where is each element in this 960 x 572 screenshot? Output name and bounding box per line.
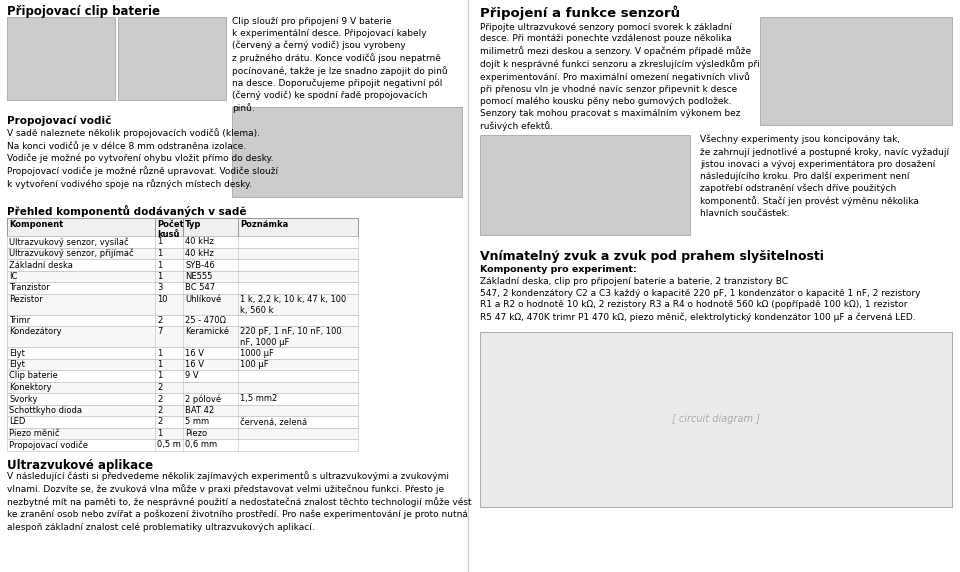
Text: červená, zelená: červená, zelená bbox=[240, 418, 307, 427]
Text: 1: 1 bbox=[157, 272, 162, 281]
Text: 0,5 m: 0,5 m bbox=[157, 440, 180, 450]
Text: SYB-46: SYB-46 bbox=[185, 260, 215, 269]
Bar bbox=[480, 135, 690, 235]
Text: V sadě naleznete několik propojovacích vodičů (klema).
Na konci vodičů je v délc: V sadě naleznete několik propojovacích v… bbox=[7, 128, 278, 189]
Bar bbox=[7, 259, 358, 271]
Bar bbox=[7, 326, 358, 347]
Text: Schottkyho dioda: Schottkyho dioda bbox=[9, 406, 82, 415]
Text: IC: IC bbox=[9, 272, 17, 281]
Bar bbox=[232, 107, 462, 197]
Bar bbox=[7, 271, 358, 282]
Bar bbox=[7, 393, 358, 404]
Text: 10: 10 bbox=[157, 295, 167, 304]
Text: Konektory: Konektory bbox=[9, 383, 52, 392]
Text: 1: 1 bbox=[157, 429, 162, 438]
Text: 1: 1 bbox=[157, 360, 162, 369]
Text: 1: 1 bbox=[157, 237, 162, 247]
Bar bbox=[7, 17, 115, 100]
Text: 1: 1 bbox=[157, 260, 162, 269]
Bar bbox=[480, 332, 952, 507]
Text: Všechny experimenty jsou koncipovány tak,
že zahrnují jednotlivé a postupné krok: Všechny experimenty jsou koncipovány tak… bbox=[700, 135, 949, 218]
Text: Kondezátory: Kondezátory bbox=[9, 328, 61, 336]
Text: 1: 1 bbox=[157, 348, 162, 358]
Text: [ circuit diagram ]: [ circuit diagram ] bbox=[672, 414, 760, 424]
Text: 40 kHz: 40 kHz bbox=[185, 249, 214, 258]
Bar bbox=[7, 347, 358, 359]
Text: Piezo: Piezo bbox=[185, 429, 207, 438]
Text: 100 μF: 100 μF bbox=[240, 360, 269, 369]
Bar bbox=[7, 439, 358, 451]
Bar bbox=[7, 382, 358, 393]
Text: 220 pF, 1 nF, 10 nF, 100
nF, 1000 μF: 220 pF, 1 nF, 10 nF, 100 nF, 1000 μF bbox=[240, 328, 342, 347]
Text: 16 V: 16 V bbox=[185, 348, 204, 358]
Text: Typ: Typ bbox=[185, 220, 202, 229]
Text: Piezo měnič: Piezo měnič bbox=[9, 429, 60, 438]
Text: Keramické: Keramické bbox=[185, 328, 229, 336]
Bar bbox=[118, 17, 226, 100]
Bar bbox=[7, 282, 358, 293]
Text: Propojovací vodič: Propojovací vodič bbox=[7, 115, 111, 125]
Bar bbox=[7, 236, 358, 248]
Text: Základní deska, clip pro připojení baterie a baterie, 2 tranzistory BC
547, 2 ko: Základní deska, clip pro připojení bater… bbox=[480, 277, 921, 321]
Bar bbox=[7, 370, 358, 382]
Bar bbox=[7, 404, 358, 416]
Text: Připojte ultrazvukové senzory pomocí svorek k základní
desce. Při montáži ponech: Připojte ultrazvukové senzory pomocí svo… bbox=[480, 22, 759, 131]
Text: Komponent: Komponent bbox=[9, 220, 63, 229]
Text: Přehled komponentů dodávaných v sadě: Přehled komponentů dodávaných v sadě bbox=[7, 205, 247, 217]
Text: LED: LED bbox=[9, 418, 25, 427]
Text: Clip baterie: Clip baterie bbox=[9, 371, 58, 380]
Bar bbox=[7, 416, 358, 427]
Text: 2: 2 bbox=[157, 395, 162, 403]
Text: 2 pólové: 2 pólové bbox=[185, 395, 221, 404]
Text: V následující části si předvedeme několik zajímavých experimentů s ultrazvukovým: V následující části si předvedeme několi… bbox=[7, 471, 471, 532]
Text: Elyt: Elyt bbox=[9, 348, 25, 358]
Text: 40 kHz: 40 kHz bbox=[185, 237, 214, 247]
Text: BAT 42: BAT 42 bbox=[185, 406, 214, 415]
Text: 0,6 mm: 0,6 mm bbox=[185, 440, 217, 450]
Text: 2: 2 bbox=[157, 418, 162, 427]
Text: Tranzistor: Tranzistor bbox=[9, 284, 50, 292]
Bar bbox=[7, 218, 358, 236]
Bar bbox=[7, 359, 358, 370]
Text: Připojení a funkce senzorů: Připojení a funkce senzorů bbox=[480, 5, 680, 19]
Text: 9 V: 9 V bbox=[185, 371, 199, 380]
Text: Svorky: Svorky bbox=[9, 395, 37, 403]
Text: Ultrazvukové aplikace: Ultrazvukové aplikace bbox=[7, 459, 154, 471]
Text: 7: 7 bbox=[157, 328, 162, 336]
Bar bbox=[7, 248, 358, 259]
Text: Vnímatelný zvuk a zvuk pod prahem slyšitelnosti: Vnímatelný zvuk a zvuk pod prahem slyšit… bbox=[480, 250, 824, 263]
Text: NE555: NE555 bbox=[185, 272, 212, 281]
Text: 2: 2 bbox=[157, 316, 162, 325]
Text: Rezistor: Rezistor bbox=[9, 295, 43, 304]
Bar bbox=[7, 293, 358, 315]
Text: 3: 3 bbox=[157, 284, 162, 292]
Text: 25 - 470Ω: 25 - 470Ω bbox=[185, 316, 226, 325]
Text: BC 547: BC 547 bbox=[185, 284, 215, 292]
Text: 2: 2 bbox=[157, 383, 162, 392]
Text: 1: 1 bbox=[157, 371, 162, 380]
Text: Ultrazvukový senzor, vysílač: Ultrazvukový senzor, vysílač bbox=[9, 237, 129, 247]
Text: Uhlíkové: Uhlíkové bbox=[185, 295, 221, 304]
Bar bbox=[7, 315, 358, 326]
Text: 1000 μF: 1000 μF bbox=[240, 348, 274, 358]
Text: 1,5 mm2: 1,5 mm2 bbox=[240, 395, 277, 403]
Text: Trimr: Trimr bbox=[9, 316, 31, 325]
Text: Elyt: Elyt bbox=[9, 360, 25, 369]
Text: 16 V: 16 V bbox=[185, 360, 204, 369]
Bar bbox=[7, 427, 358, 439]
Text: Komponenty pro experiment:: Komponenty pro experiment: bbox=[480, 265, 636, 274]
Text: Počet
kusů: Počet kusů bbox=[157, 220, 183, 240]
Text: 2: 2 bbox=[157, 406, 162, 415]
Text: Připojovací clip baterie: Připojovací clip baterie bbox=[7, 5, 160, 18]
Text: 5 mm: 5 mm bbox=[185, 418, 209, 427]
Text: Základní deska: Základní deska bbox=[9, 260, 73, 269]
Text: Ultrazvukový senzor, přijímač: Ultrazvukový senzor, přijímač bbox=[9, 249, 133, 259]
Text: Clip slouží pro připojení 9 V baterie
k experimentální desce. Připojovací kabely: Clip slouží pro připojení 9 V baterie k … bbox=[232, 17, 447, 113]
Text: Propojovací vodiče: Propojovací vodiče bbox=[9, 440, 88, 450]
Text: Poznámka: Poznámka bbox=[240, 220, 288, 229]
Text: 1 k, 2,2 k, 10 k, 47 k, 100
k, 560 k: 1 k, 2,2 k, 10 k, 47 k, 100 k, 560 k bbox=[240, 295, 347, 315]
Bar bbox=[760, 17, 952, 125]
Text: 1: 1 bbox=[157, 249, 162, 258]
